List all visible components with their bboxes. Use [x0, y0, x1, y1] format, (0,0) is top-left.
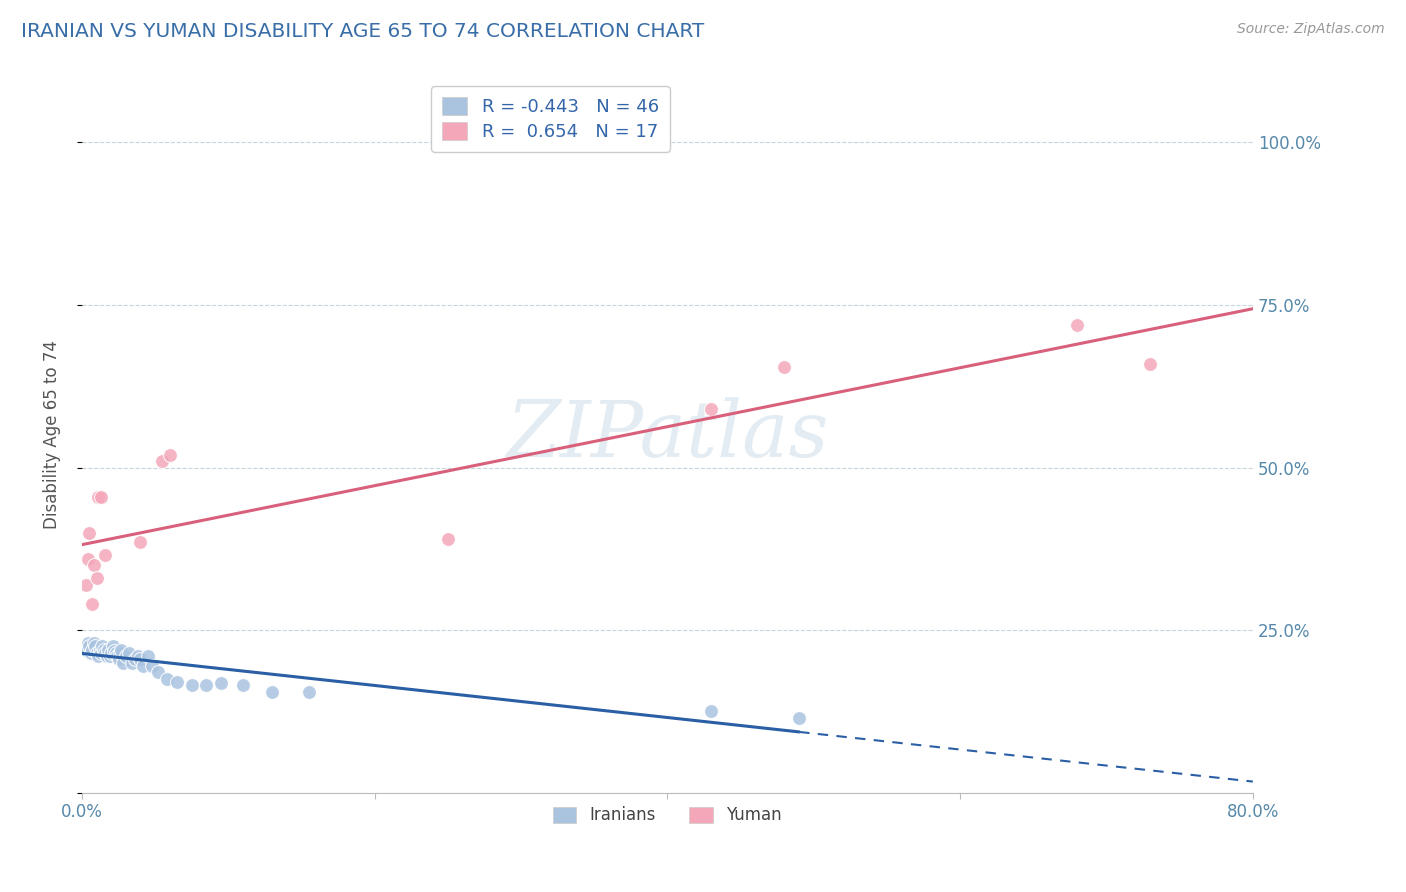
Point — [146, 665, 169, 680]
Point — [132, 658, 155, 673]
Text: ZIPatlas: ZIPatlas — [506, 397, 828, 473]
Point — [136, 649, 159, 664]
Point — [129, 652, 152, 666]
Point — [75, 577, 97, 591]
Point — [105, 649, 128, 664]
Legend: Iranians, Yuman: Iranians, Yuman — [543, 797, 792, 834]
Point — [76, 636, 98, 650]
Point — [77, 640, 100, 654]
Point — [75, 642, 97, 657]
Point — [209, 676, 232, 690]
Point — [127, 649, 149, 664]
Point — [82, 597, 104, 611]
Point — [232, 678, 254, 692]
Point — [90, 490, 112, 504]
Point — [166, 675, 188, 690]
Point — [94, 549, 117, 563]
Point — [111, 656, 134, 670]
Point — [89, 642, 111, 657]
Point — [159, 448, 181, 462]
Text: Source: ZipAtlas.com: Source: ZipAtlas.com — [1237, 22, 1385, 37]
Point — [107, 652, 129, 666]
Point — [84, 640, 107, 654]
Point — [77, 525, 100, 540]
Point — [115, 649, 138, 664]
Point — [90, 646, 112, 660]
Point — [773, 359, 796, 374]
Point — [156, 672, 179, 686]
Point — [93, 642, 115, 657]
Point — [180, 678, 202, 692]
Point — [87, 490, 110, 504]
Point — [152, 454, 174, 468]
Point — [118, 646, 141, 660]
Point — [82, 642, 104, 657]
Point — [1066, 318, 1088, 332]
Y-axis label: Disability Age 65 to 74: Disability Age 65 to 74 — [44, 341, 60, 530]
Point — [121, 656, 143, 670]
Point — [96, 649, 118, 664]
Point — [86, 571, 108, 585]
Point — [80, 646, 103, 660]
Point — [262, 685, 284, 699]
Point — [1139, 357, 1161, 371]
Point — [83, 636, 105, 650]
Point — [94, 646, 117, 660]
Point — [108, 646, 131, 660]
Point — [298, 685, 321, 699]
Point — [100, 646, 122, 660]
Point — [104, 646, 127, 660]
Point — [91, 640, 114, 654]
Point — [87, 649, 110, 664]
Point — [124, 652, 146, 666]
Point — [700, 705, 723, 719]
Point — [437, 532, 460, 546]
Point — [103, 644, 125, 658]
Point — [86, 646, 108, 660]
Point — [101, 640, 124, 654]
Point — [97, 642, 120, 657]
Point — [98, 649, 121, 664]
Point — [700, 402, 723, 417]
Point — [83, 558, 105, 573]
Point — [129, 535, 152, 549]
Point — [110, 642, 132, 657]
Point — [195, 678, 218, 692]
Point — [141, 658, 163, 673]
Point — [787, 711, 810, 725]
Text: IRANIAN VS YUMAN DISABILITY AGE 65 TO 74 CORRELATION CHART: IRANIAN VS YUMAN DISABILITY AGE 65 TO 74… — [21, 22, 704, 41]
Point — [76, 551, 98, 566]
